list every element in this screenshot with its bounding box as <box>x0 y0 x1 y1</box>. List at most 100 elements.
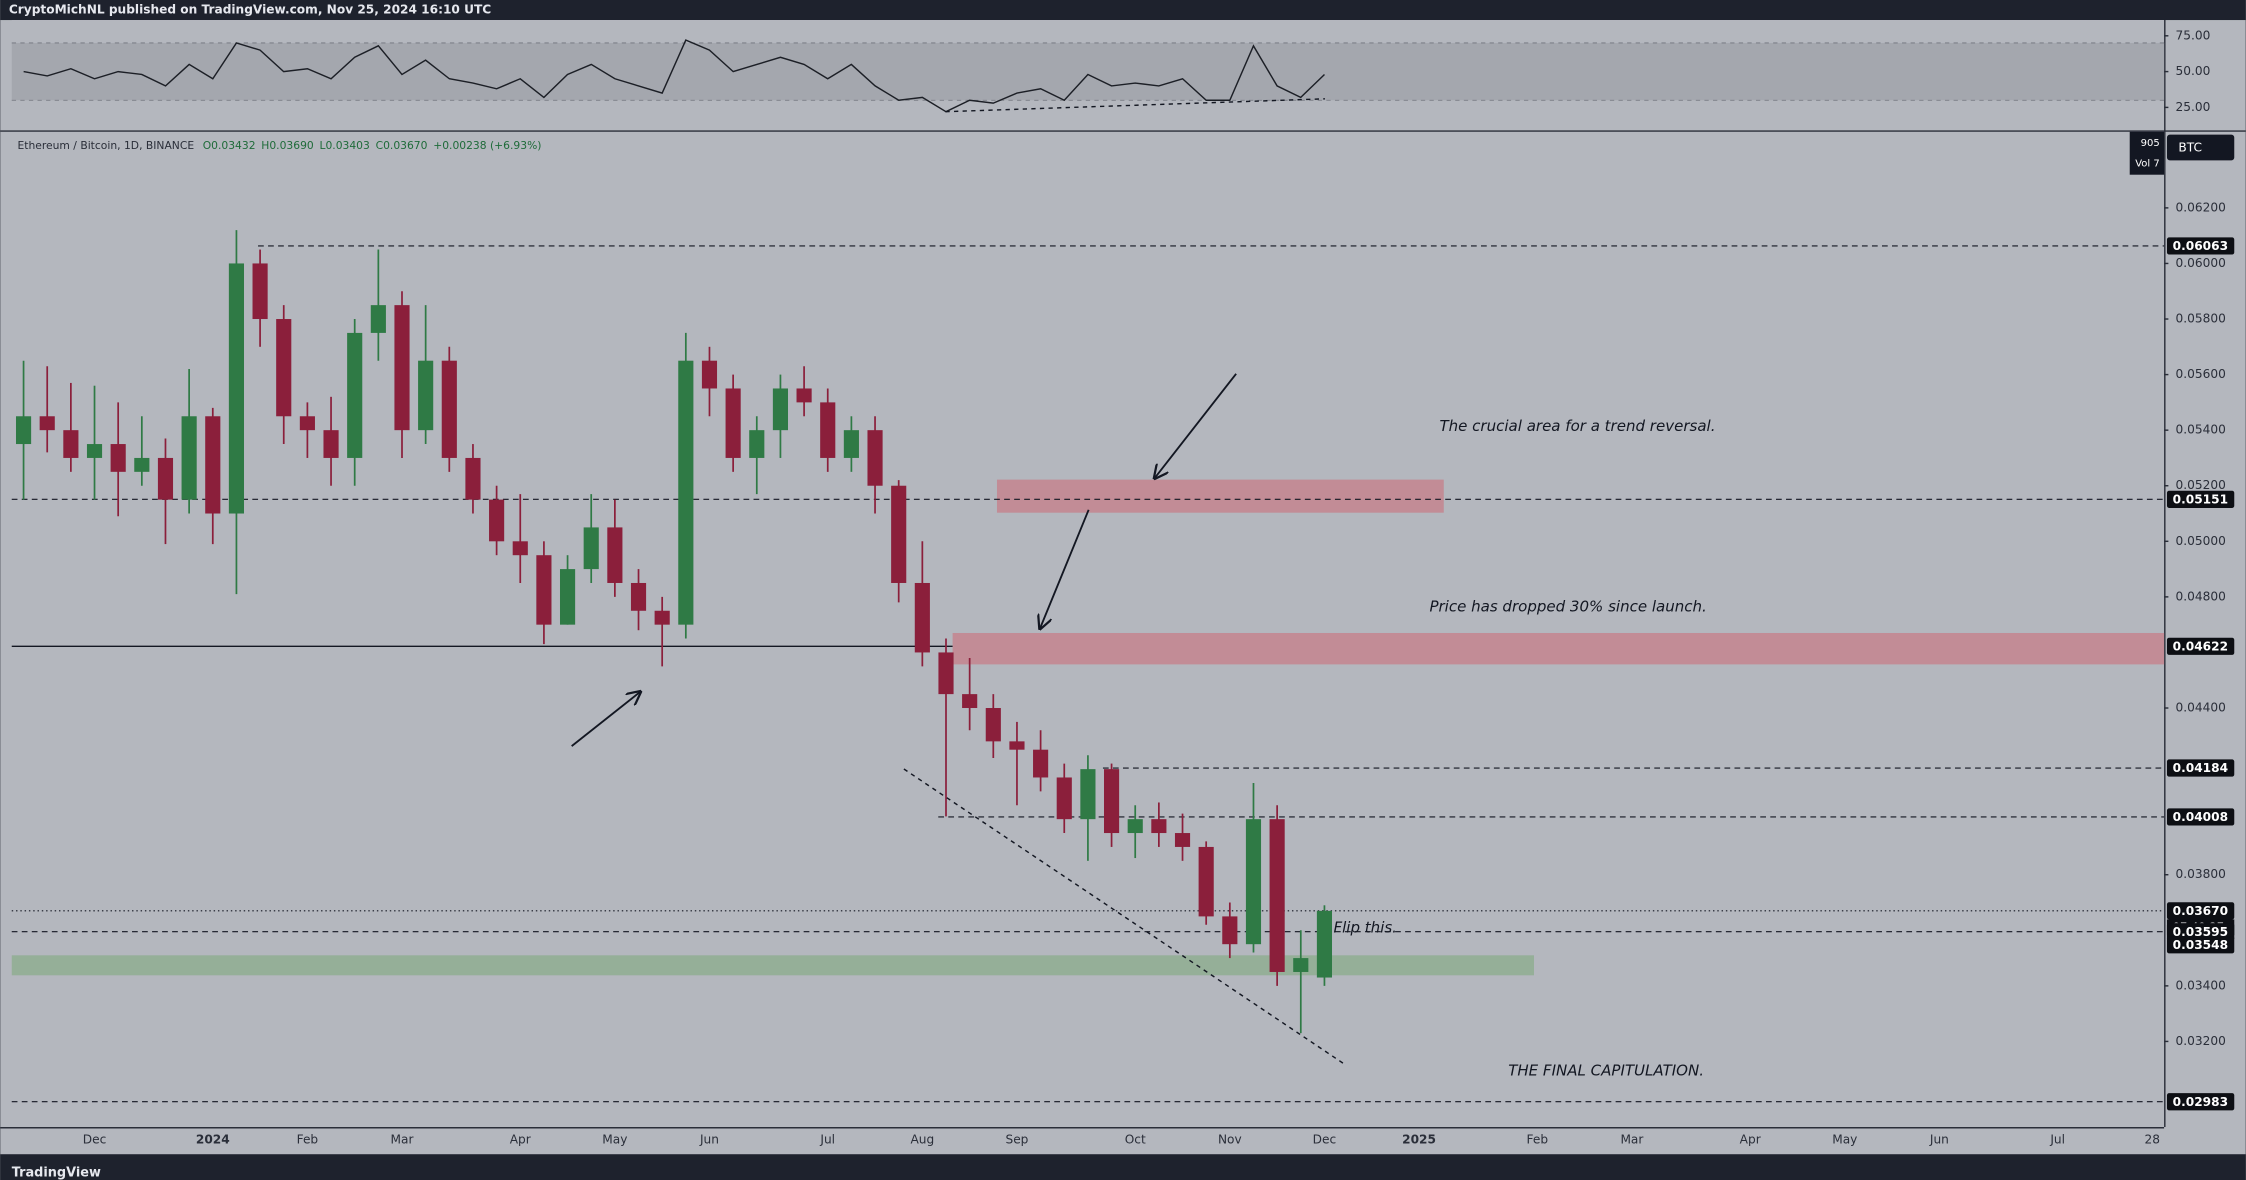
annotation: Flip this. <box>1334 918 1397 936</box>
candle-body <box>985 708 1001 742</box>
candle-body <box>347 332 363 458</box>
candle-body <box>323 430 339 458</box>
candle-body <box>134 457 150 472</box>
candle-body <box>796 388 812 403</box>
candle-body <box>1127 819 1143 834</box>
candle-body <box>1222 916 1238 945</box>
candle-body <box>276 319 292 417</box>
ohlc-change: +0.00238 (+6.93%) <box>433 139 541 152</box>
level-label-box <box>2166 490 2235 508</box>
annotation: The crucial area for a trend reversal. <box>1439 417 1715 435</box>
x-tick-label: Aug <box>910 1132 934 1146</box>
candle-body <box>1174 833 1191 847</box>
arrow <box>571 692 641 747</box>
level-label: 0.03595 <box>2173 925 2228 939</box>
x-tick-label: 2024 <box>196 1132 230 1146</box>
y-tick-label: 0.03400 <box>2176 978 2226 992</box>
candle-body <box>1009 741 1025 750</box>
x-tick-label: Feb <box>1527 1132 1549 1146</box>
y-tick-label: 0.05800 <box>2176 312 2226 326</box>
level-label: 0.04622 <box>2173 640 2228 654</box>
candle-body <box>110 444 126 472</box>
y-tick-label: 0.04800 <box>2176 589 2226 603</box>
candle-body <box>654 610 670 625</box>
ohlc-open: O0.03432 <box>203 139 256 152</box>
rsi-tick-label: 50.00 <box>2176 64 2211 78</box>
candle-body <box>157 457 174 500</box>
candle-body <box>489 499 505 542</box>
candle-body <box>465 457 481 500</box>
candle-body <box>701 360 718 389</box>
candle-body <box>205 416 221 514</box>
candle-body <box>725 388 741 458</box>
candle-body <box>1033 749 1049 778</box>
candle-body <box>772 388 789 431</box>
x-tick-label: Sep <box>1005 1132 1028 1146</box>
candle-body <box>252 263 268 320</box>
currency-badge <box>2166 134 2235 161</box>
x-tick-label: Mar <box>391 1132 414 1146</box>
candle-body <box>299 416 315 431</box>
candle-body <box>441 360 457 458</box>
x-tick-label: May <box>602 1132 627 1146</box>
currency: BTC <box>2178 141 2202 155</box>
x-tick-label: Apr <box>1740 1132 1761 1146</box>
candle-body <box>536 555 552 625</box>
level-label-box <box>2166 759 2235 777</box>
zone <box>11 955 1534 976</box>
ohlc-low: L0.03403 <box>319 139 369 152</box>
level-label-box <box>2166 237 2235 255</box>
level-label-box <box>2166 902 2235 920</box>
y-tick-label: 0.06200 <box>2176 200 2226 214</box>
candle-body <box>15 416 32 445</box>
level-label-box <box>2166 923 2235 941</box>
candle-body <box>607 527 623 583</box>
level-label: 0.04184 <box>2173 761 2228 775</box>
candle-body <box>891 485 907 583</box>
y-tick-label: 0.05400 <box>2176 423 2226 437</box>
y-tick-label: 0.05600 <box>2176 367 2226 381</box>
annotation: Price has dropped 30% since launch. <box>1429 598 1706 616</box>
candle-body <box>1103 769 1120 834</box>
x-tick-label: May <box>1832 1132 1857 1146</box>
candle-body <box>559 569 576 625</box>
rsi-line <box>23 39 1325 113</box>
rsi-tick-label: 25.00 <box>2176 100 2211 114</box>
x-tick-label: Dec <box>1313 1132 1337 1146</box>
candle-body <box>181 416 197 500</box>
candle-body <box>583 527 599 570</box>
publisher: CryptoMichNL published on TradingView.co… <box>9 3 491 17</box>
candle-body <box>1080 769 1096 820</box>
x-tick-label: Jul <box>819 1132 835 1146</box>
annotation: THE FINAL CAPITULATION. <box>1508 1062 1704 1080</box>
y-tick-label: 0.03800 <box>2176 867 2226 881</box>
candle-body <box>914 582 930 653</box>
y-tick-label: 0.06000 <box>2176 256 2226 270</box>
x-tick-label: Apr <box>510 1132 531 1146</box>
candle-body <box>1293 958 1309 972</box>
x-tick-label: 28 <box>2145 1132 2160 1146</box>
candle-body <box>394 305 410 431</box>
zone <box>952 632 2165 665</box>
y-tick-label: 0.05200 <box>2176 478 2226 492</box>
x-tick-label: Jul <box>2049 1132 2065 1146</box>
bottom-bar <box>0 1154 2246 1180</box>
top-bar <box>0 0 2246 21</box>
symbol: Ethereum / Bitcoin, 1D, BINANCE <box>17 139 194 152</box>
candle-body <box>418 360 434 431</box>
scale-badge <box>2129 131 2165 175</box>
candle-body <box>63 430 79 458</box>
arrow <box>1155 373 1237 479</box>
arrow <box>1040 509 1090 629</box>
candle-body <box>228 263 245 514</box>
candle-body <box>1151 819 1167 834</box>
candle-body <box>512 541 528 556</box>
candle-body <box>867 430 883 486</box>
x-tick-label: Oct <box>1125 1132 1146 1146</box>
candle-body <box>1198 846 1214 917</box>
badge-text: Vol 7 <box>2135 158 2160 169</box>
candle-body <box>1245 819 1262 945</box>
rsi-divergence-line <box>945 98 1325 113</box>
